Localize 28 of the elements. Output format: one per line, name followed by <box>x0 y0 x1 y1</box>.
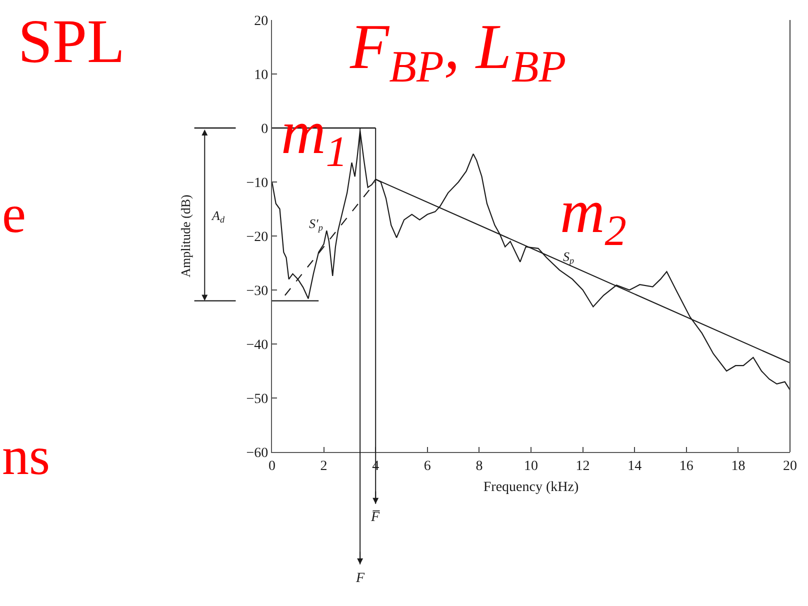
y-tick-label: 10 <box>254 68 268 83</box>
y-tick-label: 0 <box>261 122 268 137</box>
y-tick-label: −40 <box>246 338 268 353</box>
y-tick-label: −20 <box>246 230 268 245</box>
y-tick-label: −60 <box>246 446 268 461</box>
x-tick-label: 20 <box>783 458 797 474</box>
text: e <box>2 184 26 244</box>
x-tick-label: 2 <box>320 458 328 474</box>
series-label: S′$_{p}$ <box>309 216 324 233</box>
annotation: F$_{BP}$, L$_{BP}$ <box>349 11 566 92</box>
x-tick-label: 10 <box>524 458 538 474</box>
x-tick-label: 12 <box>576 458 590 474</box>
y-axis-title: Amplitude (dB) <box>178 194 194 278</box>
ref-line-label: F <box>355 571 365 586</box>
y-tick-label: −50 <box>246 392 268 407</box>
x-tick-label: 8 <box>476 458 483 474</box>
text: A$_{d}$ <box>211 208 225 225</box>
y-tick-label: −30 <box>246 284 268 299</box>
text: ns <box>2 426 50 486</box>
x-axis-title: Frequency (kHz) <box>483 480 579 496</box>
y-tick-label: 20 <box>254 14 268 29</box>
x-tick-label: 14 <box>628 458 642 474</box>
y-tick-label: −10 <box>246 176 268 191</box>
x-tick-label: 18 <box>731 458 746 474</box>
text: SPL <box>18 8 125 76</box>
x-tick-label: 16 <box>679 458 694 474</box>
x-tick-label: 6 <box>424 458 431 474</box>
ref-line-label: F̅ <box>370 510 381 525</box>
